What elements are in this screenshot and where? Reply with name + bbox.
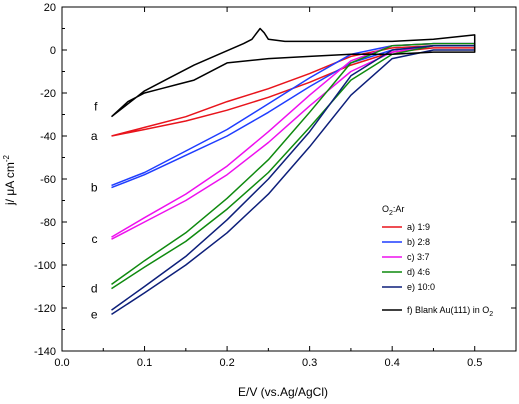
x-tick-label: 0.0 [54, 357, 69, 369]
plot-frame [61, 6, 517, 352]
y-tick-label: -80 [40, 217, 56, 229]
series-curve-f [110, 27, 476, 118]
y-tick-label: -20 [40, 88, 56, 100]
data-layer [110, 27, 476, 316]
y-axis-title: j/ μA cm-2 [2, 154, 17, 206]
curve-label-a: a [91, 129, 98, 143]
axes-layer: 0.0 0.1 0.2 0.3 0.4 0.5 20 0 -20 -40 -60 -80 -100 -12… [34, 2, 516, 369]
x-tick-label: 0.2 [219, 357, 234, 369]
x-tick-label: 0.1 [137, 357, 152, 369]
curve-label-d: d [91, 282, 98, 296]
legend-title-rest: :Ar [393, 204, 405, 214]
curve-label-f: f [94, 100, 98, 114]
curve-labels: a b c de f [91, 100, 98, 322]
legend-label-f-main: f) Blank Au(111) in O [407, 305, 489, 315]
y-tick-label: 20 [44, 2, 56, 14]
y-tick-label: -140 [34, 346, 56, 358]
legend-title: O2:Ar [382, 204, 404, 217]
curve-label-c: c [92, 232, 98, 246]
x-tick-label: 0.5 [467, 357, 482, 369]
legend-label-e: e) 10:0 [407, 282, 435, 292]
legend-label-b: b) 2:8 [407, 237, 430, 247]
legend: O2:Ara) 1:9b) 2:8c) 3:7d) 4:6e) 10:0f) B… [382, 204, 493, 318]
legend-title-subscript: 2 [389, 210, 393, 217]
legend-title-main: O [382, 204, 389, 214]
x-axis-title: E/V (vs.Ag/AgCl) [238, 385, 328, 399]
x-tick-label: 0.4 [385, 357, 400, 369]
legend-label-d: d) 4:6 [407, 267, 430, 277]
y-axis-title-superscript: -2 [2, 154, 11, 162]
plot-border [61, 6, 517, 352]
y-tick-label: -120 [34, 303, 56, 315]
legend-label-f: f) Blank Au(111) in O2 [407, 305, 493, 318]
legend-label-f-subscript: 2 [489, 311, 493, 318]
y-tick-label: -40 [40, 131, 56, 143]
series-curve-c [111, 42, 476, 240]
x-tick-label: 0.3 [302, 357, 317, 369]
curve-label-b: b [91, 181, 98, 195]
y-axis-title-main: j/ μA cm [3, 162, 17, 206]
legend-label-a: a) 1:9 [407, 222, 430, 232]
y-tick-label: -60 [40, 174, 56, 186]
series-curve-a [111, 44, 476, 137]
y-tick-label: -100 [34, 260, 56, 272]
y-tick-label: 0 [50, 45, 56, 57]
curve-label-e: e [91, 307, 98, 321]
legend-label-c: c) 3:7 [407, 252, 430, 262]
